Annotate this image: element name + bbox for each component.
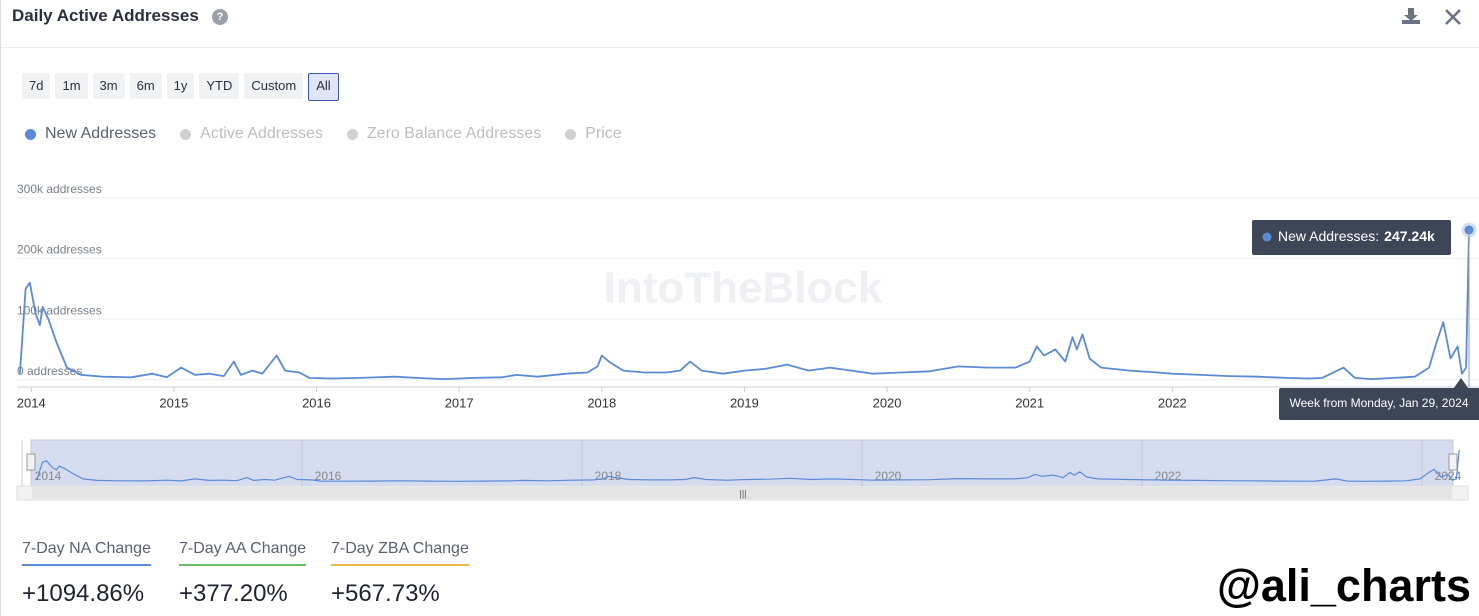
legend-label: Zero Balance Addresses [366, 125, 542, 142]
range-button[interactable]: 3m [92, 73, 125, 99]
navigator-handle[interactable] [26, 453, 36, 471]
range-button[interactable]: Custom [244, 73, 304, 99]
navigator-handle[interactable] [1448, 453, 1458, 471]
legend-item[interactable]: New Addresses [25, 125, 156, 143]
y-tick-label: 100k addresses [17, 303, 102, 317]
range-button[interactable]: 7d [22, 73, 51, 99]
x-tick-label: 2017 [445, 395, 474, 410]
stat-label: 7-Day AA Change [179, 540, 307, 566]
range-button[interactable]: 1y [166, 73, 195, 99]
x-tick-label: 2015 [159, 395, 188, 410]
scrollbar-grip: ||| [739, 488, 746, 498]
navigator-line [36, 449, 1460, 482]
stat: 7-Day AA Change +377.20% [179, 540, 307, 608]
stat-label: 7-Day ZBA Change [331, 540, 469, 566]
tooltip-series: New Addresses: [1278, 228, 1379, 244]
legend-marker [25, 128, 36, 140]
stat-value: +377.20% [179, 580, 288, 607]
x-tick-label: 2022 [1158, 395, 1187, 410]
legend-marker [565, 128, 577, 140]
x-tick-label: 2018 [587, 395, 616, 410]
data-line [19, 229, 1470, 380]
legend-item[interactable]: Zero Balance Addresses [346, 125, 542, 143]
tooltip-text: New Addresses: 247.24k [1278, 228, 1435, 244]
y-tick-label: 200k addresses [17, 243, 102, 257]
range-buttons: 7d 1m 3m 6m 1y YTD Custom All [22, 73, 339, 101]
tooltip-marker [1262, 232, 1272, 242]
x-tick-label: 2019 [730, 395, 759, 410]
stat-label: 7-Day NA Change [22, 540, 151, 566]
help-icon[interactable]: ? [212, 9, 228, 25]
legend-label: New Addresses [45, 125, 157, 142]
range-button[interactable]: All [308, 73, 339, 101]
signature: @ali_charts [1216, 560, 1471, 611]
fullscreen-icon[interactable] [1445, 9, 1461, 25]
legend: New Addresses Active Addresses Zero Balanc… [25, 125, 622, 143]
navigator-tick-label: 2020 [875, 469, 902, 483]
legend-label: Price [585, 125, 622, 142]
x-tick-label: 2016 [302, 395, 331, 410]
stat-value: +1094.86% [22, 580, 145, 607]
range-button[interactable]: 6m [129, 73, 162, 99]
tooltip-date: Week from Monday, Jan 29, 2024 [1290, 396, 1469, 410]
legend-marker [180, 128, 192, 140]
tooltip-box [1252, 220, 1451, 255]
toolbar-icons [1402, 8, 1461, 25]
legend-item[interactable]: Price [565, 125, 622, 143]
x-tick-label: 2020 [873, 395, 902, 410]
x-tick-label: 2021 [1015, 395, 1044, 410]
range-button[interactable]: YTD [199, 73, 240, 99]
x-tick-label: 2014 [17, 395, 46, 410]
legend-item[interactable]: Active Addresses [180, 125, 323, 143]
navigator-window[interactable] [30, 439, 1454, 487]
navigator-tick-label: 2016 [315, 469, 342, 483]
legend-label: Active Addresses [200, 125, 323, 142]
range-button[interactable]: 1m [55, 73, 88, 99]
page-title: Daily Active Addresses [12, 6, 199, 25]
navigator-tick-label: 2014 [35, 469, 62, 483]
watermark: IntoTheBlock [604, 264, 883, 313]
stat: 7-Day NA Change +1094.86% [22, 540, 151, 608]
tooltip-value: 247.24k [1384, 228, 1435, 244]
stat-value: +567.73% [331, 580, 440, 607]
legend-marker [346, 128, 358, 140]
separator [1, 47, 1479, 48]
tooltip-box [1279, 388, 1479, 420]
scrollbar-thumb[interactable] [32, 487, 1452, 499]
y-tick-label: 300k addresses [17, 182, 102, 196]
navigator-tick-label: 2022 [1155, 469, 1182, 483]
download-icon[interactable] [1402, 8, 1420, 24]
stat: 7-Day ZBA Change +567.73% [331, 540, 469, 608]
